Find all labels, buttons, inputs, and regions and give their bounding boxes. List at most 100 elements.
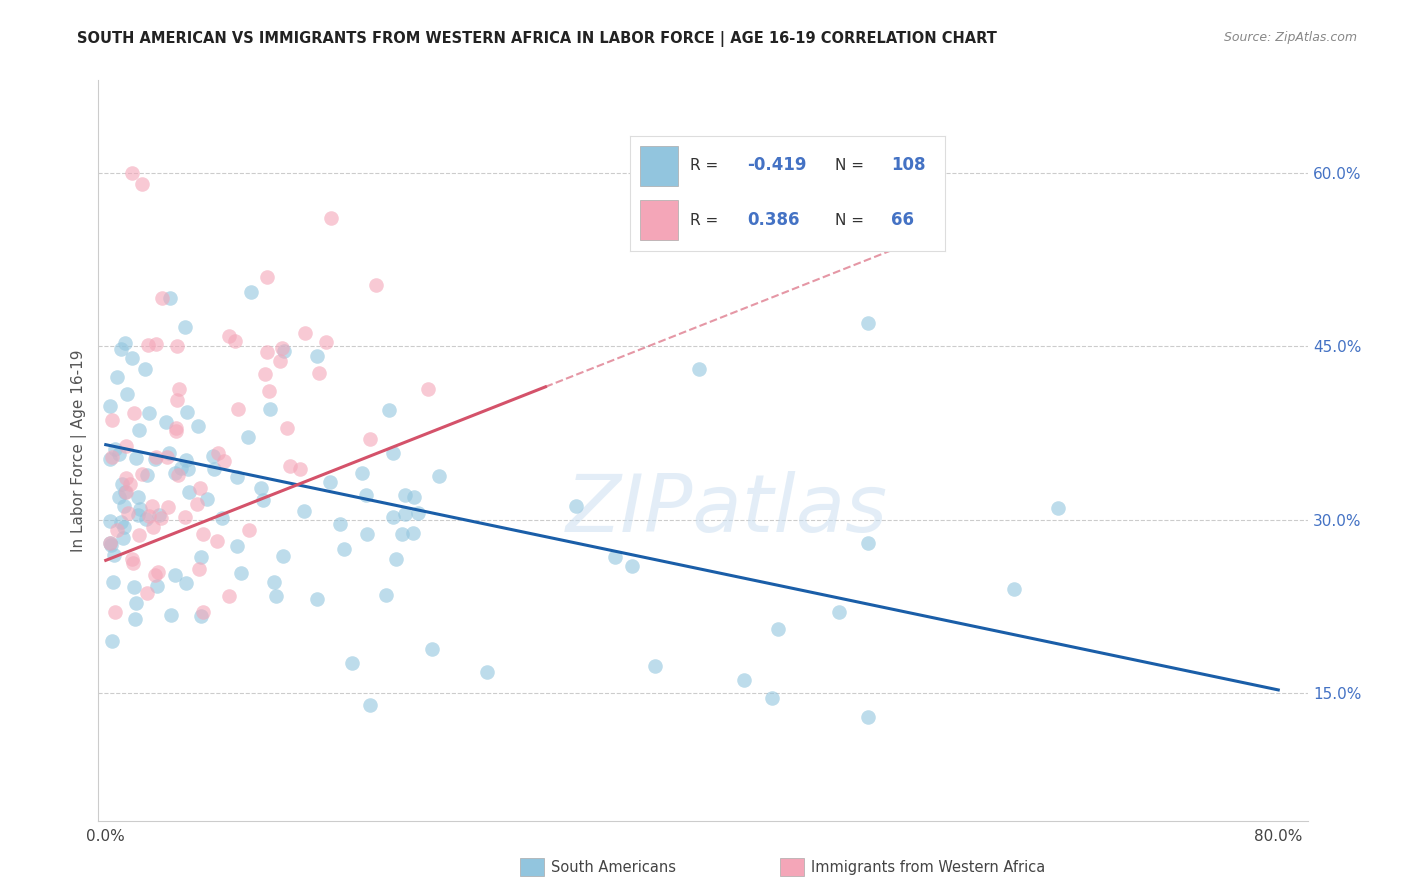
Text: South Americans: South Americans (551, 860, 676, 874)
Point (166, 339, 188, 353)
Point (135, 512, 157, 526)
Point (733, 673, 755, 687)
Point (142, 520, 165, 534)
Point (319, 211, 342, 225)
Point (143, 568, 166, 582)
Point (381, 446, 404, 460)
Point (160, 607, 183, 622)
Point (288, 462, 311, 476)
Point (122, 580, 145, 594)
Point (264, 589, 287, 603)
Point (475, 665, 498, 680)
Point (378, 403, 401, 417)
Point (145, 451, 167, 466)
Point (224, 334, 246, 349)
Point (121, 351, 143, 365)
Point (146, 566, 169, 580)
Point (108, 490, 131, 504)
Point (391, 527, 413, 541)
Point (122, 556, 145, 570)
Point (315, 334, 337, 349)
Point (191, 526, 214, 541)
Point (105, 523, 128, 537)
Point (127, 491, 149, 505)
Point (125, 596, 148, 610)
Point (128, 528, 150, 542)
Point (115, 439, 138, 453)
Point (394, 487, 416, 501)
Point (644, 658, 666, 673)
Point (148, 508, 170, 523)
Point (402, 490, 425, 504)
Point (121, 166, 143, 180)
Point (229, 566, 252, 580)
Point (157, 445, 180, 459)
Point (114, 484, 136, 499)
Point (127, 508, 149, 522)
Point (136, 467, 159, 482)
Point (98, 514, 121, 528)
Point (166, 393, 188, 408)
Point (145, 579, 167, 593)
Point (100, 450, 122, 464)
Point (141, 500, 163, 514)
Point (138, 508, 160, 523)
Point (112, 519, 135, 533)
Point (354, 488, 377, 502)
Point (187, 562, 209, 576)
Point (165, 424, 187, 438)
Point (827, 606, 849, 620)
Point (226, 539, 249, 553)
Point (111, 476, 134, 491)
Point (292, 504, 315, 518)
Point (101, 575, 124, 590)
Point (202, 462, 225, 476)
Point (131, 178, 153, 192)
Point (256, 270, 278, 285)
Point (218, 590, 240, 604)
Point (163, 466, 186, 480)
Point (238, 430, 260, 444)
Point (212, 454, 235, 468)
Point (124, 612, 146, 626)
Point (100, 412, 122, 426)
Point (174, 509, 197, 524)
Point (621, 558, 644, 573)
Point (156, 450, 179, 464)
Point (218, 329, 240, 343)
Point (187, 418, 209, 433)
Point (688, 361, 710, 376)
Point (190, 549, 212, 564)
Point (211, 511, 233, 525)
Point (402, 525, 425, 540)
Point (201, 449, 224, 463)
Text: ZIPatlas: ZIPatlas (567, 471, 889, 549)
Point (169, 461, 191, 475)
Point (150, 511, 173, 525)
Point (190, 609, 212, 624)
Point (766, 622, 789, 636)
Point (136, 337, 159, 351)
Point (105, 370, 128, 384)
Point (173, 320, 195, 334)
Point (308, 366, 330, 380)
Point (207, 534, 229, 549)
Point (165, 568, 187, 582)
Point (342, 656, 364, 670)
Point (110, 342, 132, 356)
Point (207, 446, 229, 460)
Point (259, 402, 281, 417)
Point (157, 500, 180, 514)
Point (98, 452, 121, 467)
Point (98, 536, 121, 550)
Point (381, 509, 404, 524)
Point (100, 538, 122, 552)
Point (129, 502, 152, 516)
Point (176, 405, 198, 419)
Point (125, 450, 148, 465)
Point (269, 353, 291, 368)
Point (114, 471, 136, 485)
Point (191, 606, 214, 620)
Point (226, 470, 249, 484)
Point (333, 542, 356, 557)
